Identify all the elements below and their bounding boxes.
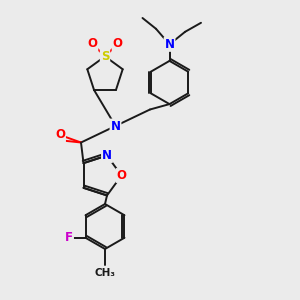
Text: S: S [101, 50, 109, 63]
Text: CH₃: CH₃ [94, 268, 116, 278]
Text: O: O [87, 37, 98, 50]
Text: N: N [110, 119, 121, 133]
Text: O: O [112, 37, 123, 50]
Text: N: N [102, 149, 112, 162]
Text: F: F [65, 231, 73, 244]
Text: N: N [164, 38, 175, 51]
Text: O: O [116, 169, 127, 182]
Text: O: O [55, 128, 65, 142]
